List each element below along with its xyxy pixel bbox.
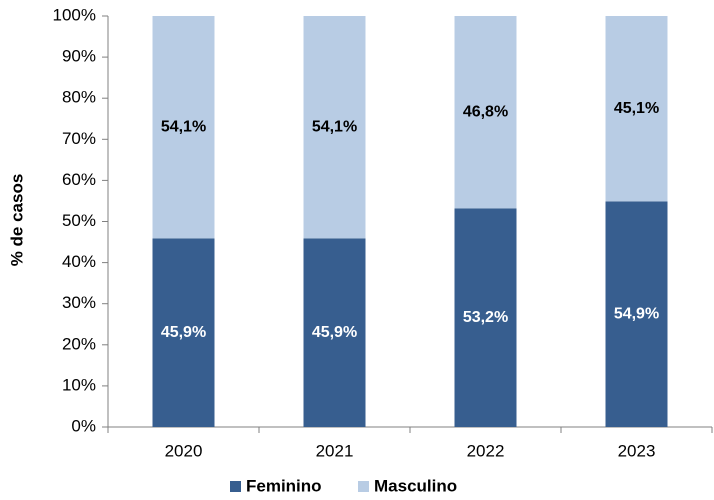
bar-segment [605,201,668,427]
y-tick-label: 20% [62,334,96,353]
legend-swatch [230,481,241,492]
bar-segment [454,16,517,209]
y-tick-label: 100% [53,5,96,24]
y-tick-label: 0% [71,416,96,435]
y-tick-label: 10% [62,375,96,394]
x-tick-label: 2021 [316,441,354,460]
y-tick-label: 70% [62,129,96,148]
bar-segment [152,238,215,427]
value-label: 54,1% [312,118,357,135]
y-tick-label: 80% [62,88,96,107]
legend-label: Feminino [246,476,322,495]
y-tick-label: 40% [62,252,96,271]
x-tick-label: 2023 [618,441,656,460]
y-tick-label: 60% [62,170,96,189]
bar-segment [303,238,366,427]
legend-label: Masculino [374,476,457,495]
value-label: 45,9% [161,324,206,341]
value-label: 54,1% [161,118,206,135]
bar-segment [152,16,215,239]
bar-segment [303,16,366,239]
bar-segment [605,16,668,202]
value-label: 53,2% [463,309,508,326]
x-tick-label: 2020 [165,441,203,460]
y-tick-label: 90% [62,47,96,66]
value-label: 46,8% [463,103,508,120]
y-tick-label: 30% [62,293,96,312]
legend-swatch [358,481,369,492]
y-tick-label: 50% [62,211,96,230]
x-tick-label: 2022 [467,441,505,460]
bar-segment [454,208,517,427]
y-axis-title: % de casos [7,174,26,267]
value-label: 45,1% [614,100,659,117]
value-label: 45,9% [312,324,357,341]
value-label: 54,9% [614,305,659,322]
